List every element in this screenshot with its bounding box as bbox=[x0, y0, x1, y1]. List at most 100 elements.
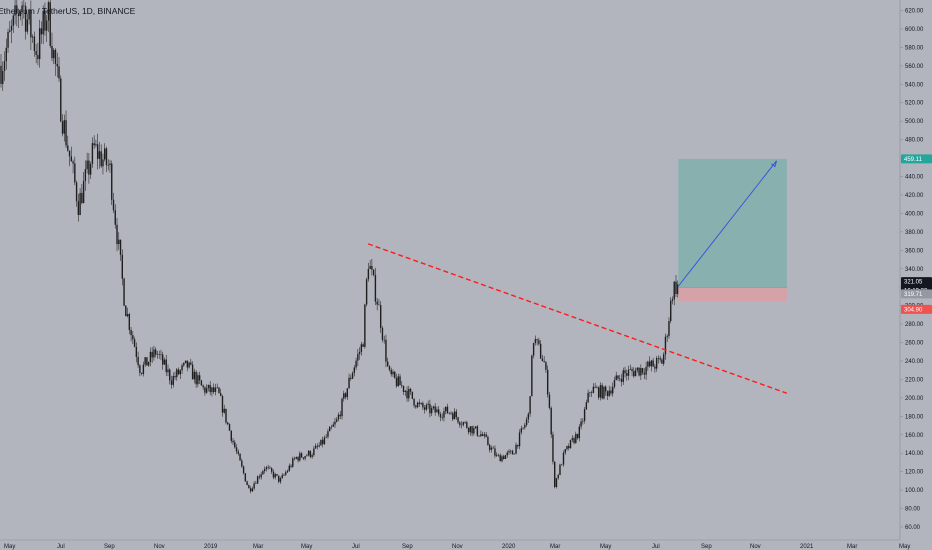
projection-arrow-line[interactable] bbox=[677, 160, 777, 287]
candle-body bbox=[666, 335, 668, 337]
candle-body bbox=[504, 455, 507, 459]
candle-body bbox=[499, 455, 501, 462]
x-tick-label: Sep bbox=[104, 544, 115, 550]
candle-body bbox=[550, 407, 552, 435]
candle-body bbox=[249, 488, 252, 492]
candle-body bbox=[119, 239, 122, 255]
candle-body bbox=[631, 369, 633, 372]
dashed-trendline[interactable] bbox=[367, 243, 788, 394]
x-tick-label: May bbox=[301, 544, 312, 550]
candle-body bbox=[207, 384, 210, 389]
candle-body bbox=[316, 445, 319, 447]
y-tick-label: 500.00 bbox=[905, 119, 924, 125]
y-tick-label: 240.00 bbox=[905, 359, 924, 365]
target-zone[interactable] bbox=[678, 158, 787, 288]
candle-body bbox=[568, 446, 570, 449]
candle-body bbox=[54, 49, 57, 64]
candle-body bbox=[105, 148, 108, 166]
long-position-tool[interactable] bbox=[678, 158, 787, 302]
candle-body bbox=[383, 339, 385, 341]
candle-body bbox=[659, 358, 661, 360]
candle-body bbox=[415, 405, 417, 408]
candle-body bbox=[290, 465, 292, 467]
candle-body bbox=[23, 5, 25, 7]
y-tick-label: 440.00 bbox=[905, 175, 924, 181]
target-price-tag-bg bbox=[901, 154, 932, 164]
trendline-layer[interactable] bbox=[367, 243, 788, 394]
candle-body bbox=[387, 361, 389, 367]
candle-body bbox=[590, 392, 593, 394]
candle-body bbox=[235, 447, 238, 452]
candle-body bbox=[286, 470, 289, 473]
y-tick-label: 220.00 bbox=[905, 377, 924, 383]
candle-body bbox=[167, 369, 169, 373]
candle-body bbox=[139, 365, 141, 373]
candle-body bbox=[675, 281, 677, 295]
candle-body bbox=[299, 453, 301, 461]
candle-body bbox=[279, 478, 282, 482]
candle-body bbox=[163, 359, 166, 365]
candle-body bbox=[38, 28, 41, 60]
candle-body bbox=[248, 484, 250, 489]
candle-body bbox=[457, 417, 459, 423]
candle-body bbox=[40, 28, 43, 35]
candle-body bbox=[436, 409, 438, 413]
candle-body bbox=[292, 458, 294, 467]
candle-body bbox=[93, 143, 95, 146]
x-tick-label: 2020 bbox=[502, 544, 516, 550]
y-tick-label: 120.00 bbox=[905, 470, 924, 476]
candle-body bbox=[650, 360, 653, 367]
projection-arrow-layer[interactable] bbox=[677, 160, 777, 287]
candle-body bbox=[615, 375, 617, 381]
candle-body bbox=[170, 380, 173, 385]
target-price-tag: 459.11 bbox=[904, 157, 923, 163]
candle-body bbox=[260, 474, 262, 478]
candle-body bbox=[320, 439, 322, 446]
candle-body bbox=[374, 274, 377, 302]
candle-body bbox=[432, 406, 435, 409]
candle-body bbox=[239, 453, 241, 461]
candle-body bbox=[617, 375, 619, 379]
candle-body bbox=[293, 458, 296, 460]
candle-body bbox=[411, 391, 414, 399]
candle-body bbox=[634, 370, 637, 377]
candle-body bbox=[388, 366, 391, 370]
candle-body bbox=[24, 6, 27, 32]
time-axis[interactable]: May Jul Sep Nov 2019 Mar May Jul Sep Nov 2020 Mar Ma… bbox=[4, 544, 910, 550]
candle-body bbox=[227, 422, 229, 425]
candle-body bbox=[258, 476, 261, 478]
candle-body bbox=[104, 148, 106, 160]
candle-body bbox=[146, 357, 148, 366]
candle-body bbox=[566, 446, 568, 450]
x-tick-label: Jul bbox=[57, 544, 65, 550]
candle-body bbox=[256, 476, 259, 484]
entry-price-tag: 319.71 bbox=[904, 292, 923, 298]
candle-body bbox=[302, 457, 305, 459]
candle-body bbox=[46, 20, 48, 31]
candle-body bbox=[91, 143, 94, 165]
candle-body bbox=[423, 407, 426, 410]
candle-body bbox=[587, 392, 589, 403]
x-tick-label: Sep bbox=[701, 544, 712, 550]
candle-body bbox=[327, 431, 329, 437]
candle-body bbox=[265, 467, 268, 470]
candle-body bbox=[351, 372, 354, 379]
candle-body bbox=[564, 449, 566, 453]
candle-body bbox=[409, 388, 412, 392]
candle-body bbox=[341, 398, 343, 417]
candle-body bbox=[594, 386, 596, 388]
candle-body bbox=[193, 371, 196, 380]
candle-body bbox=[313, 448, 315, 456]
candle-body bbox=[79, 192, 81, 215]
candle-body bbox=[95, 144, 97, 146]
candle-body bbox=[397, 376, 399, 387]
stop-zone[interactable] bbox=[678, 287, 787, 302]
candle-body bbox=[643, 372, 646, 375]
candle-body bbox=[633, 371, 635, 377]
candle-body bbox=[0, 65, 2, 84]
candle-body bbox=[513, 453, 515, 455]
candle-body bbox=[147, 361, 150, 366]
y-tick-label: 360.00 bbox=[905, 248, 924, 254]
